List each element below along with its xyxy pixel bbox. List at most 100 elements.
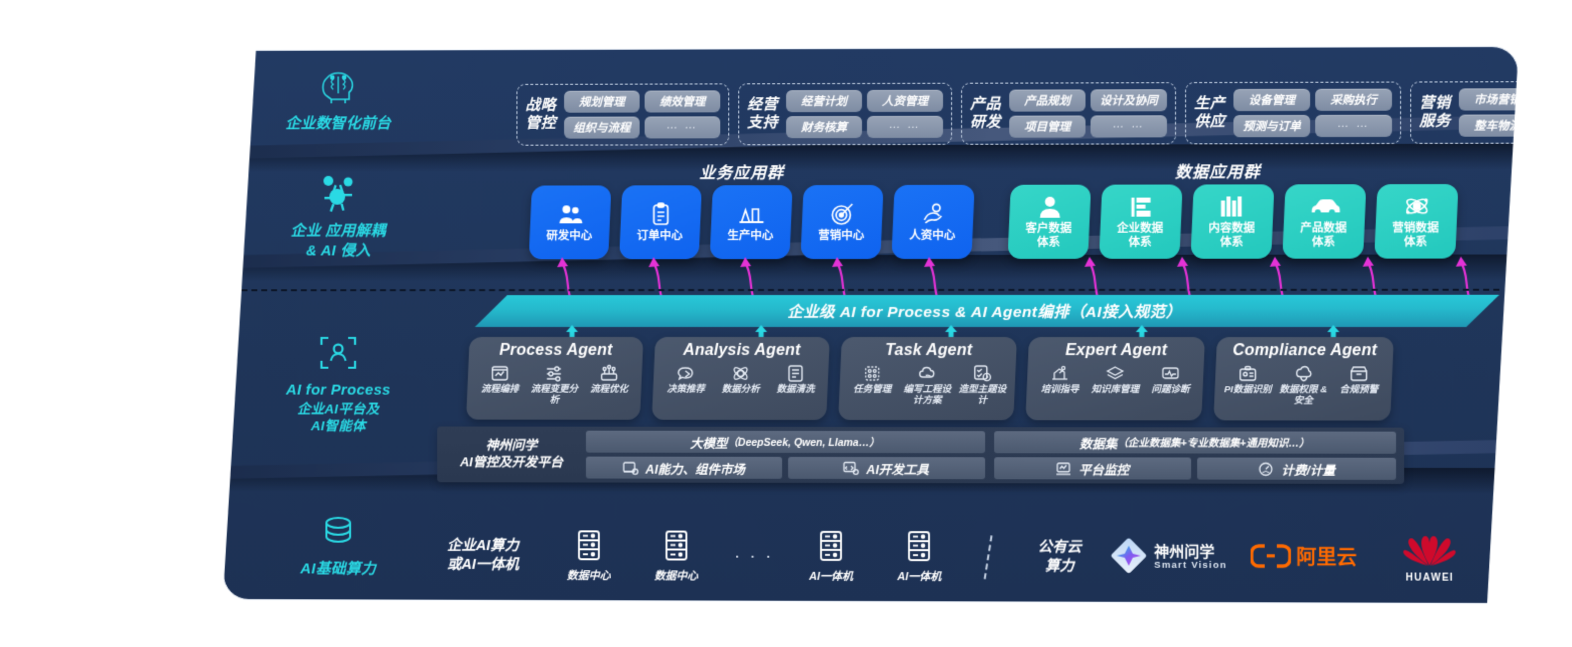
platform-column-model: 大模型 （DeepSeek, Qwen, Llama…） AI能力、组件市 [586, 431, 985, 480]
platform-cell-market[interactable]: AI能力、组件市场 [586, 457, 782, 479]
vendor-subtitle: Smart Vision [1154, 560, 1228, 572]
agent-capability[interactable]: 流程优化 [582, 363, 636, 396]
front-office-pill[interactable]: 财务核算 [786, 116, 862, 138]
front-office-pill[interactable]: 产品规划 [1009, 89, 1085, 111]
front-office-pill[interactable]: 整车物流 [1459, 114, 1519, 136]
front-office-pill[interactable]: 预测与订单 [1234, 115, 1311, 137]
agent-capability[interactable]: 决策推荐 [659, 363, 713, 396]
agent-capability[interactable]: 任务管理 [845, 363, 899, 396]
agent-capability[interactable]: PI数据识别 [1221, 363, 1275, 396]
data-card-label-2: 体系 [1220, 236, 1244, 249]
agent-name: Process Agent [499, 341, 613, 359]
target-icon [830, 201, 854, 227]
rail-ai-for-process: AI for Process 企业AI平台及 AI智能体 [251, 331, 425, 435]
front-office-group: 生产 供应 设备管理 采购执行 预测与订单 … … [1185, 82, 1401, 145]
agent-capability[interactable]: 编写工程设计方案 [900, 363, 954, 406]
aliyun-logo [1251, 542, 1291, 573]
agent-capability[interactable]: 数据权限 & 安全 [1276, 363, 1331, 407]
infra-node[interactable]: AI一体机 [875, 530, 963, 585]
capability-label: 数据分析 [721, 383, 760, 395]
rail-label: 企业 应用解耦 [290, 222, 386, 240]
platform-cell-label: 计费/计量 [1281, 463, 1336, 478]
vendor-logo-smart-vision[interactable]: 神州问学 Smart Vision [1106, 536, 1231, 579]
dataset-bar-sublabel: （企业数据集+专业数据集+通用知识…） [1117, 436, 1310, 450]
front-office-pill[interactable]: 人资管理 [867, 90, 943, 112]
agent-capability[interactable]: 培训指导 [1033, 363, 1087, 396]
data-card-content[interactable]: 内容数据 体系 [1191, 184, 1275, 258]
app-card-marketing[interactable]: 营销中心 [800, 185, 883, 259]
ai-layer-separator [242, 289, 1500, 291]
agent-capability[interactable]: 合规预警 [1332, 363, 1387, 396]
molecule-node-icon [251, 172, 425, 216]
front-office-pill-more[interactable]: … … [1091, 115, 1167, 137]
agent-capability[interactable]: 流程变更分析 [528, 363, 582, 406]
agent-capability[interactable]: 知识库管理 [1088, 363, 1142, 396]
atom-icon [1404, 193, 1430, 219]
agent-card-task[interactable]: Task Agent 任务管理 [838, 337, 1017, 420]
agent-card-expert[interactable]: Expert Agent 培训指导 [1025, 337, 1205, 420]
training-icon [1050, 363, 1069, 383]
app-card-label: 订单中心 [637, 229, 683, 242]
building-icon [1129, 194, 1153, 220]
model-bar[interactable]: 大模型 （DeepSeek, Qwen, Llama…） [586, 431, 985, 454]
shield-cloud-icon [1294, 363, 1313, 383]
app-card-production[interactable]: 生产中心 [710, 185, 793, 259]
front-office-pill[interactable]: 绩效管理 [645, 90, 721, 112]
app-card-rd[interactable]: 研发中心 [529, 185, 612, 259]
data-card-marketing[interactable]: 营销数据 体系 [1374, 184, 1458, 259]
front-office-pill[interactable]: 经营计划 [786, 90, 862, 112]
vendor-logo-aliyun[interactable]: 阿里云 [1231, 542, 1376, 574]
updown-arrow-icon [1325, 325, 1341, 349]
app-card-label: 生产中心 [727, 229, 774, 242]
archive-alert-icon [1349, 363, 1368, 383]
infra-node[interactable]: 数据中心 [545, 529, 633, 584]
dataset-bar[interactable]: 数据集 （企业数据集+专业数据集+通用知识…） [994, 431, 1396, 454]
agent-capability[interactable]: 造型主题设计 [955, 363, 1009, 406]
app-card-label: 人资中心 [909, 229, 956, 242]
orchestration-banner: 企业级 AI for Process & AI Agent编排（AI接入规范） [475, 295, 1500, 327]
diagram-frame: 企业数智化前台 企业 应用解耦 & AI 侵入 [223, 46, 1519, 604]
front-office-pill[interactable]: 设备管理 [1234, 89, 1311, 111]
app-card-order[interactable]: 订单中心 [619, 185, 702, 259]
agent-name: Expert Agent [1065, 342, 1168, 360]
data-card-customer[interactable]: 客户数据 体系 [1008, 185, 1092, 259]
cloud-pen-icon [918, 363, 937, 383]
front-office-pill-more[interactable]: … … [645, 116, 721, 138]
agent-card-analysis[interactable]: Analysis Agent 决策推荐 [652, 337, 830, 420]
layers-icon [1106, 363, 1125, 383]
server-rack-icon [816, 530, 846, 567]
capability-label: 编写工程设计方案 [903, 384, 952, 406]
app-card-hr[interactable]: 人资中心 [891, 185, 974, 259]
person-scan-icon [251, 331, 425, 375]
infra-node[interactable]: AI一体机 [787, 529, 875, 584]
data-card-enterprise[interactable]: 企业数据 体系 [1099, 184, 1183, 258]
business-app-cards: 研发中心 订单中心 生 [530, 185, 973, 259]
vendor-logo-huawei[interactable]: HUAWEI [1376, 534, 1483, 584]
infra-node-label: AI一体机 [897, 570, 942, 583]
front-office-pill[interactable]: 市场营销 [1459, 88, 1519, 110]
agent-capability[interactable]: 数据清洗 [769, 363, 823, 396]
agent-capability[interactable]: 问题诊断 [1143, 363, 1197, 396]
data-clean-icon [786, 363, 805, 383]
front-office-pill[interactable]: 设计及协同 [1091, 89, 1167, 111]
platform-cell-devtool[interactable]: AI开发工具 [788, 457, 985, 479]
front-office-pill[interactable]: 采购执行 [1315, 89, 1392, 111]
front-office-pill-more[interactable]: … … [867, 116, 943, 138]
agent-capability[interactable]: 流程编排 [473, 363, 527, 396]
infra-node[interactable]: 数据中心 [632, 529, 720, 584]
agent-card-compliance[interactable]: Compliance Agent PI数据识别 [1213, 337, 1393, 421]
huawei-logo [1401, 534, 1458, 571]
platform-cell-monitor[interactable]: 平台监控 [994, 457, 1192, 479]
car-icon [1310, 193, 1340, 219]
agent-card-process[interactable]: Process Agent 流程编排 [466, 337, 643, 420]
platform-cell-billing[interactable]: 计费/计量 [1197, 457, 1396, 479]
front-office-pill[interactable]: 组织与流程 [564, 117, 640, 139]
data-card-product[interactable]: 产品数据 体系 [1282, 184, 1366, 258]
capability-label-2: 安全 [1293, 394, 1313, 407]
front-office-pill[interactable]: 规划管理 [564, 91, 640, 113]
front-office-pill[interactable]: 项目管理 [1009, 115, 1085, 137]
agent-capability[interactable]: 数据分析 [714, 363, 768, 396]
front-office-pill-more[interactable]: … … [1315, 115, 1392, 137]
capability-label: 问题诊断 [1151, 384, 1190, 396]
checklist-clock-icon [973, 363, 992, 383]
